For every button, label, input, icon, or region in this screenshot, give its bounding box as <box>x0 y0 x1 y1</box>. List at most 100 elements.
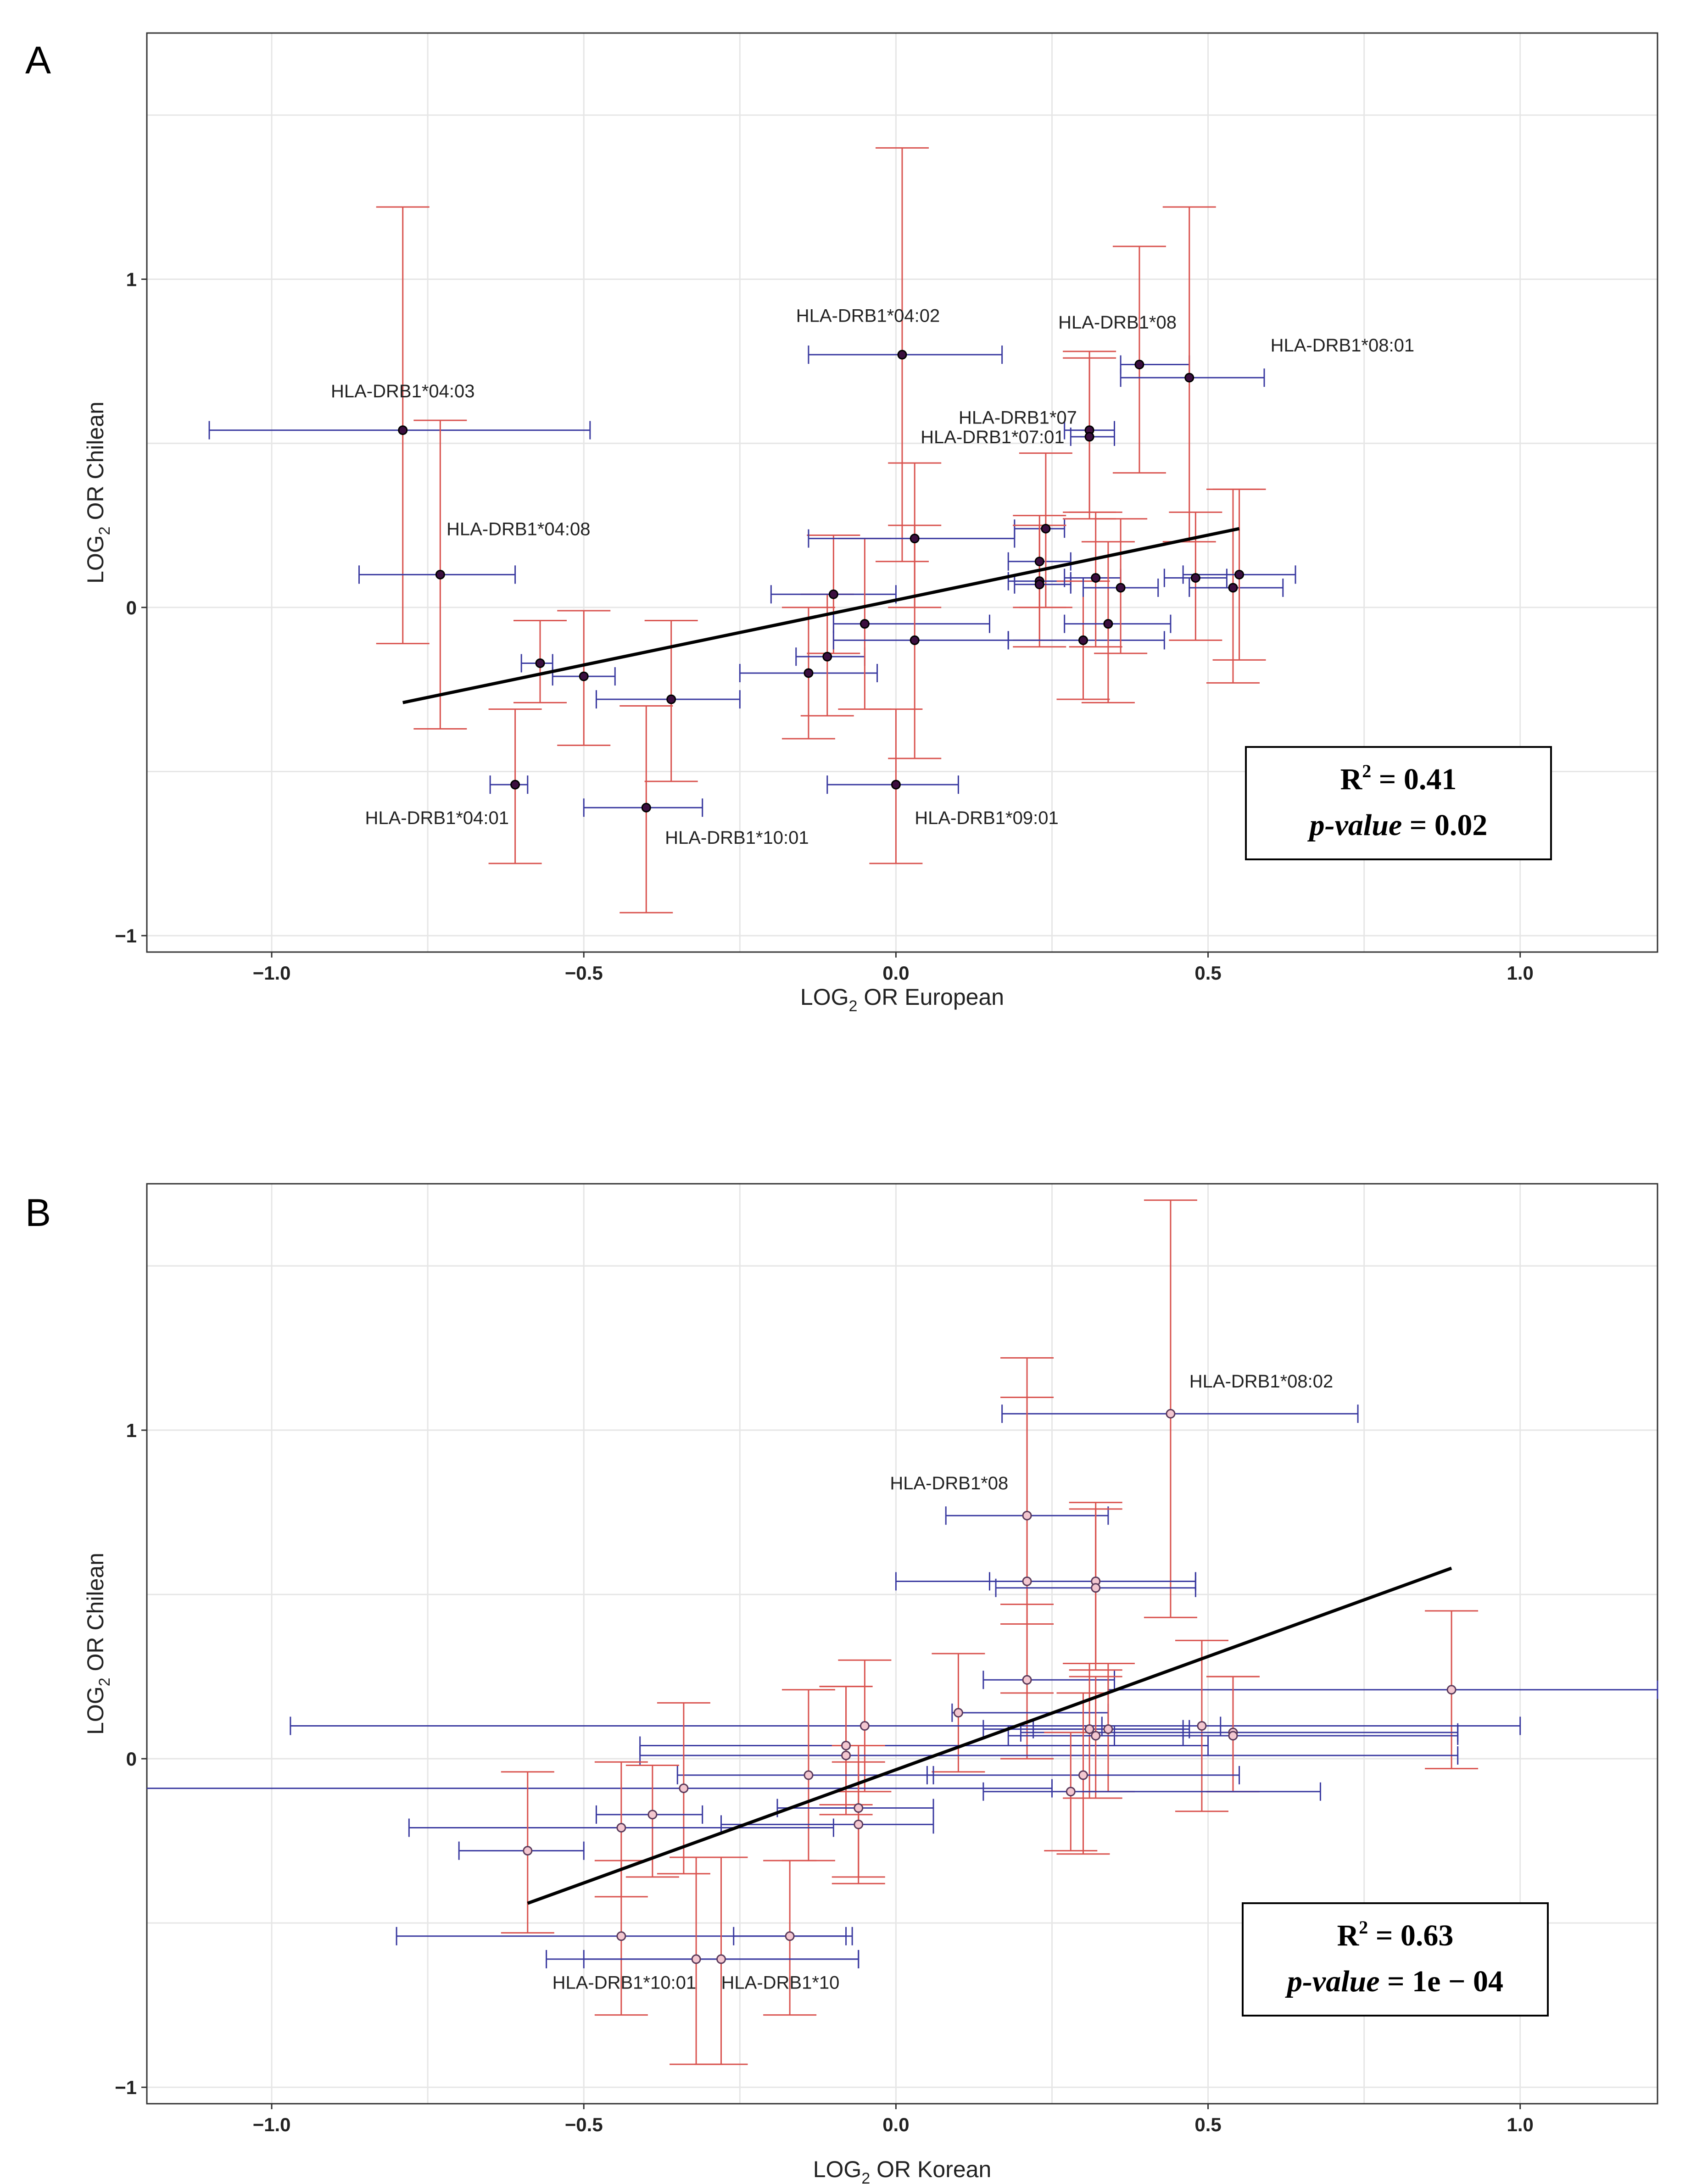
data-point <box>510 780 520 790</box>
point-annotation: HLA-DRB1*10:01 <box>665 828 809 848</box>
data-point <box>897 350 907 360</box>
data-point <box>910 635 920 645</box>
data-point <box>1034 557 1044 567</box>
y-axis-title: LOG2 OR Chilean <box>83 401 113 584</box>
data-point <box>828 589 838 599</box>
data-point <box>841 1750 851 1761</box>
data-point <box>1091 1583 1101 1593</box>
data-point <box>854 1819 864 1829</box>
x-axis-title: LOG2 OR European <box>800 984 1004 1015</box>
data-point <box>910 534 920 544</box>
y-tick-label: 1 <box>126 1420 137 1441</box>
data-point <box>1184 373 1194 383</box>
point-annotation: HLA-DRB1*09:01 <box>915 808 1058 828</box>
p-value-text: p-value = 1e − 04 <box>1285 1965 1503 1998</box>
panel-letter: B <box>25 1191 51 1234</box>
data-point <box>1078 1770 1088 1780</box>
x-tick-label: −0.5 <box>565 962 603 984</box>
data-point <box>647 1810 658 1820</box>
stats-box: R2 = 0.41 p-value = 0.02 <box>1245 746 1552 860</box>
stats-box: R2 = 0.63 p-value = 1e − 04 <box>1242 1902 1549 2017</box>
point-annotation: HLA-DRB1*04:01 <box>365 808 509 828</box>
data-point <box>1116 583 1126 593</box>
data-point <box>1228 583 1238 593</box>
data-point <box>1228 1731 1238 1741</box>
data-point <box>1103 619 1113 629</box>
data-point <box>1103 1724 1113 1734</box>
stats-box-frame <box>1242 1902 1549 2017</box>
x-tick-label: −0.5 <box>565 2114 603 2135</box>
x-tick-label: 1.0 <box>1507 962 1534 984</box>
data-point <box>1034 579 1044 590</box>
x-tick-label: 1.0 <box>1507 2114 1534 2135</box>
data-point <box>953 1708 963 1718</box>
data-point-group <box>1163 511 1228 641</box>
data-point <box>666 694 676 704</box>
point-annotation: HLA-DRB1*07 <box>959 407 1077 428</box>
data-point <box>716 1954 726 1964</box>
data-point <box>822 652 832 662</box>
point-annotation: HLA-DRB1*04:08 <box>446 519 591 539</box>
panel-letter: A <box>25 39 51 82</box>
data-point <box>691 1954 701 1964</box>
data-point <box>1197 1721 1207 1731</box>
data-point <box>841 1740 851 1750</box>
stats-box-frame <box>1245 746 1552 860</box>
x-tick-label: 0.0 <box>882 962 909 984</box>
point-annotation: HLA-DRB1*10:01 <box>553 1972 697 1993</box>
chart-panel-a: A HLA-DRB1*04:03 HLA-DRB1*04:08 HLA-DRB1*04… <box>25 32 1658 1015</box>
x-tick-label: 0.5 <box>1194 962 1221 984</box>
point-annotation: HLA-DRB1*07:01 <box>921 427 1065 447</box>
data-point <box>1234 569 1245 579</box>
data-point <box>616 1931 626 1941</box>
point-annotation: HLA-DRB1*08:01 <box>1271 335 1415 356</box>
data-point <box>1134 360 1144 370</box>
data-point <box>1022 1510 1032 1521</box>
data-point <box>1084 1724 1094 1734</box>
r-squared-text: R2 = 0.41 <box>1340 761 1457 796</box>
y-tick-label: −1 <box>115 2077 137 2098</box>
data-point <box>854 1803 864 1813</box>
data-point <box>804 668 814 678</box>
r-squared-text: R2 = 0.63 <box>1337 1917 1454 1952</box>
data-point <box>1091 1731 1101 1741</box>
point-annotation: HLA-DRB1*08:02 <box>1189 1371 1334 1392</box>
p-value-text: p-value = 0.02 <box>1307 808 1488 842</box>
data-point <box>859 619 870 629</box>
data-point-group <box>982 1732 1321 1852</box>
x-axis-title: LOG2 OR Korean <box>813 2156 992 2184</box>
data-point <box>641 802 651 813</box>
data-point <box>616 1823 626 1833</box>
data-point <box>1190 573 1200 583</box>
y-tick-label: 1 <box>126 269 137 290</box>
plot-frame <box>146 1183 1658 2105</box>
data-point <box>398 425 408 435</box>
data-point-group <box>1001 1199 1359 1618</box>
y-tick-label: 0 <box>126 1748 137 1770</box>
point-annotation: HLA-DRB1*08 <box>1058 312 1177 333</box>
point-annotation: HLA-DRB1*04:03 <box>331 381 475 401</box>
data-point <box>859 1721 870 1731</box>
point-annotation: HLA-DRB1*08 <box>890 1473 1008 1493</box>
data-point <box>1066 1787 1076 1797</box>
data-point <box>1166 1409 1176 1419</box>
x-tick-label: −1.0 <box>253 2114 291 2135</box>
data-point <box>1084 432 1094 442</box>
data-point <box>1041 524 1051 534</box>
data-point <box>679 1783 689 1794</box>
data-point <box>523 1846 533 1856</box>
data-point <box>1078 635 1088 645</box>
data-point <box>804 1770 814 1780</box>
x-tick-label: 0.0 <box>882 2114 909 2135</box>
data-point <box>1091 573 1101 583</box>
y-tick-label: 0 <box>126 597 137 618</box>
data-point <box>891 780 901 790</box>
point-annotation: HLA-DRB1*10 <box>721 1972 840 1993</box>
regression-line <box>527 1566 1452 1905</box>
point-annotation: HLA-DRB1*04:02 <box>796 306 940 326</box>
plot-frame <box>146 32 1658 953</box>
y-axis-title: LOG2 OR Chilean <box>83 1553 113 1735</box>
data-point <box>535 658 545 668</box>
data-point <box>1022 1675 1032 1685</box>
